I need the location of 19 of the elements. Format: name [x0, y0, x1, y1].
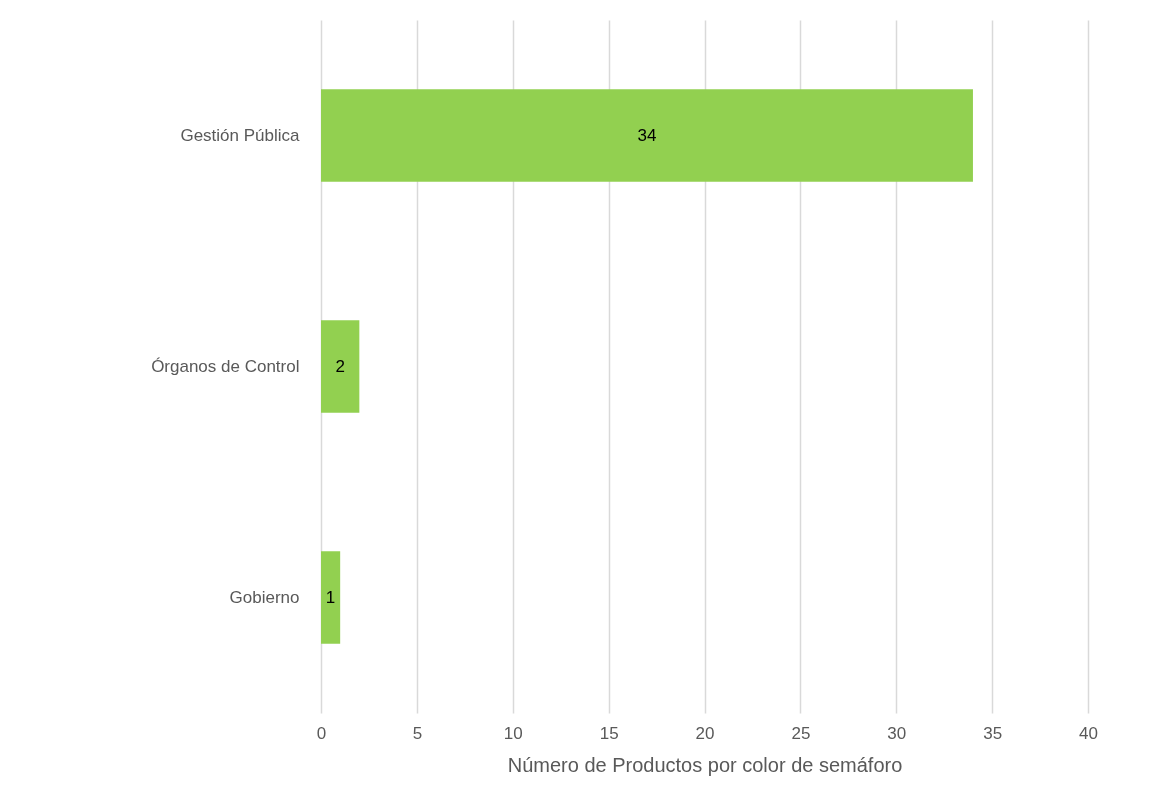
- data-label: 1: [325, 587, 336, 607]
- y-tick-label: Gestión Pública: [180, 125, 301, 145]
- x-tick-label: 10: [503, 723, 523, 743]
- y-tick-label: Órganos de Control: [151, 356, 300, 376]
- bar: [321, 551, 341, 644]
- x-tick-label: 5: [412, 723, 423, 743]
- x-tick-label: 15: [599, 723, 619, 743]
- bar: [321, 320, 360, 413]
- data-label: 34: [637, 125, 657, 145]
- y-tick-label: Gobierno: [229, 587, 300, 607]
- x-tick-label: 35: [983, 723, 1003, 743]
- x-tick-label: 40: [1079, 723, 1098, 743]
- x-tick-label: 20: [695, 723, 715, 743]
- bar: [321, 89, 973, 182]
- data-label: 2: [335, 356, 345, 376]
- x-tick-label: 0: [316, 723, 327, 743]
- x-tick-label: 30: [887, 723, 907, 743]
- x-tick-label: 25: [791, 723, 811, 743]
- x-axis-title: Número de Productos por color de semáforo: [507, 753, 903, 776]
